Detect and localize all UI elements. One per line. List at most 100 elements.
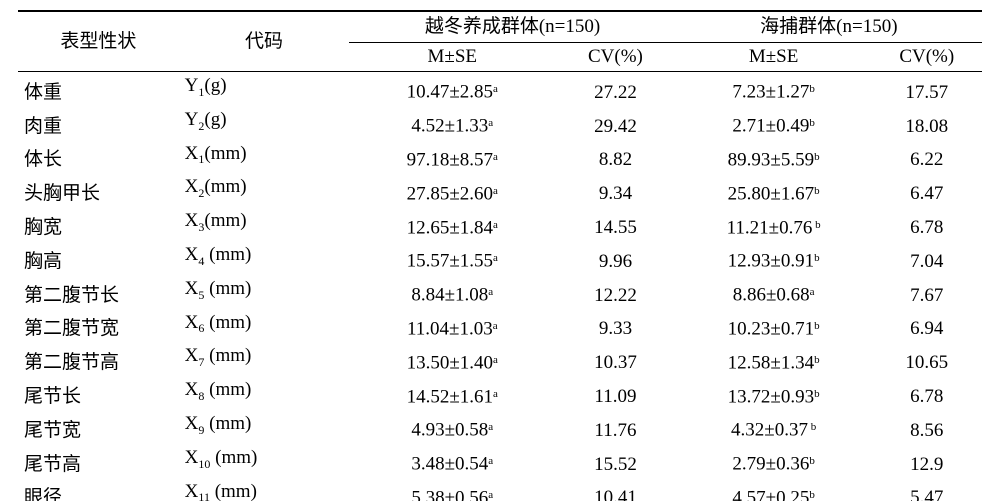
cell-g2-cv: 5.47 <box>872 478 982 501</box>
table-body: 体重Y1(g)10.47±2.85a27.227.23±1.27b17.57肉重… <box>18 72 982 501</box>
cell-code: X9 (mm) <box>179 410 350 444</box>
cell-g2-mse: 4.32±0.37 b <box>676 410 872 444</box>
cell-g1-mse: 4.52±1.33a <box>349 106 555 140</box>
table-row: 第二腹节长X5 (mm)8.84±1.08a12.228.86±0.68a7.6… <box>18 275 982 309</box>
cell-trait: 胸宽 <box>18 207 179 241</box>
cell-g2-cv: 12.9 <box>872 444 982 478</box>
cell-g1-mse: 13.50±1.40a <box>349 342 555 376</box>
cell-g1-cv: 8.82 <box>555 140 676 174</box>
cell-g1-mse: 10.47±2.85a <box>349 72 555 106</box>
cell-code: X2(mm) <box>179 173 350 207</box>
cell-trait: 尾节长 <box>18 376 179 410</box>
cell-g1-mse: 14.52±1.61a <box>349 376 555 410</box>
cell-g1-mse: 11.04±1.03a <box>349 309 555 343</box>
cell-trait: 体重 <box>18 72 179 106</box>
table-row: 尾节长X8 (mm)14.52±1.61a11.0913.72±0.93b6.7… <box>18 376 982 410</box>
cell-code: Y2(g) <box>179 106 350 140</box>
traits-table: 表型性状 代码 越冬养成群体(n=150) 海捕群体(n=150) M±SE C… <box>18 10 982 501</box>
cell-g1-mse: 97.18±8.57a <box>349 140 555 174</box>
cell-g2-mse: 2.71±0.49b <box>676 106 872 140</box>
cell-g1-cv: 10.41 <box>555 478 676 501</box>
col-header-g1-cv: CV(%) <box>555 43 676 72</box>
cell-g2-mse: 13.72±0.93b <box>676 376 872 410</box>
cell-g2-mse: 25.80±1.67b <box>676 173 872 207</box>
cell-g1-cv: 11.09 <box>555 376 676 410</box>
cell-g1-mse: 27.85±2.60a <box>349 173 555 207</box>
cell-g2-mse: 4.57±0.25b <box>676 478 872 501</box>
cell-g2-cv: 7.04 <box>872 241 982 275</box>
cell-g2-cv: 10.65 <box>872 342 982 376</box>
table-row: 胸高X4 (mm)15.57±1.55a9.9612.93±0.91b7.04 <box>18 241 982 275</box>
cell-trait: 尾节宽 <box>18 410 179 444</box>
cell-trait: 第二腹节宽 <box>18 309 179 343</box>
table-row: 尾节高X10 (mm)3.48±0.54a15.522.79±0.36b12.9 <box>18 444 982 478</box>
col-header-code: 代码 <box>179 11 350 72</box>
cell-code: X7 (mm) <box>179 342 350 376</box>
cell-g2-cv: 17.57 <box>872 72 982 106</box>
col-header-g2-cv: CV(%) <box>872 43 982 72</box>
cell-code: X8 (mm) <box>179 376 350 410</box>
cell-g2-mse: 7.23±1.27b <box>676 72 872 106</box>
cell-code: X4 (mm) <box>179 241 350 275</box>
cell-g1-cv: 29.42 <box>555 106 676 140</box>
cell-code: X11 (mm) <box>179 478 350 501</box>
cell-g1-mse: 8.84±1.08a <box>349 275 555 309</box>
cell-g2-mse: 12.58±1.34b <box>676 342 872 376</box>
cell-g2-mse: 8.86±0.68a <box>676 275 872 309</box>
cell-trait: 尾节高 <box>18 444 179 478</box>
cell-g2-mse: 11.21±0.76 b <box>676 207 872 241</box>
table-row: 体长X1(mm)97.18±8.57a8.8289.93±5.59b6.22 <box>18 140 982 174</box>
col-header-trait: 表型性状 <box>18 11 179 72</box>
cell-g1-cv: 9.96 <box>555 241 676 275</box>
cell-code: X1(mm) <box>179 140 350 174</box>
cell-g2-cv: 6.47 <box>872 173 982 207</box>
cell-trait: 肉重 <box>18 106 179 140</box>
cell-g2-mse: 12.93±0.91b <box>676 241 872 275</box>
cell-g1-cv: 12.22 <box>555 275 676 309</box>
cell-g1-cv: 10.37 <box>555 342 676 376</box>
table-row: 第二腹节宽X6 (mm)11.04±1.03a9.3310.23±0.71b6.… <box>18 309 982 343</box>
cell-g1-cv: 9.34 <box>555 173 676 207</box>
table-row: 第二腹节高X7 (mm)13.50±1.40a10.3712.58±1.34b1… <box>18 342 982 376</box>
cell-g2-cv: 6.94 <box>872 309 982 343</box>
table-row: 尾节宽X9 (mm)4.93±0.58a11.764.32±0.37 b8.56 <box>18 410 982 444</box>
cell-g2-cv: 6.78 <box>872 376 982 410</box>
cell-g2-mse: 2.79±0.36b <box>676 444 872 478</box>
table-row: 眼径X11 (mm)5.38±0.56a10.414.57±0.25b5.47 <box>18 478 982 501</box>
cell-g1-cv: 11.76 <box>555 410 676 444</box>
cell-code: Y1(g) <box>179 72 350 106</box>
cell-g1-mse: 5.38±0.56a <box>349 478 555 501</box>
cell-g1-mse: 3.48±0.54a <box>349 444 555 478</box>
cell-g2-cv: 6.78 <box>872 207 982 241</box>
cell-code: X10 (mm) <box>179 444 350 478</box>
cell-g1-cv: 14.55 <box>555 207 676 241</box>
table-row: 胸宽X3(mm)12.65±1.84a14.5511.21±0.76 b6.78 <box>18 207 982 241</box>
cell-code: X3(mm) <box>179 207 350 241</box>
cell-trait: 第二腹节高 <box>18 342 179 376</box>
table-row: 头胸甲长X2(mm)27.85±2.60a9.3425.80±1.67b6.47 <box>18 173 982 207</box>
cell-trait: 体长 <box>18 140 179 174</box>
cell-g1-mse: 12.65±1.84a <box>349 207 555 241</box>
col-header-group2: 海捕群体(n=150) <box>676 11 982 43</box>
cell-trait: 头胸甲长 <box>18 173 179 207</box>
col-header-g2-mse: M±SE <box>676 43 872 72</box>
table-row: 肉重Y2(g)4.52±1.33a29.422.71±0.49b18.08 <box>18 106 982 140</box>
cell-g1-mse: 15.57±1.55a <box>349 241 555 275</box>
cell-g2-mse: 89.93±5.59b <box>676 140 872 174</box>
cell-g1-cv: 27.22 <box>555 72 676 106</box>
table-row: 体重Y1(g)10.47±2.85a27.227.23±1.27b17.57 <box>18 72 982 106</box>
cell-trait: 眼径 <box>18 478 179 501</box>
cell-g1-cv: 9.33 <box>555 309 676 343</box>
cell-code: X6 (mm) <box>179 309 350 343</box>
cell-g1-mse: 4.93±0.58a <box>349 410 555 444</box>
col-header-g1-mse: M±SE <box>349 43 555 72</box>
cell-g2-cv: 8.56 <box>872 410 982 444</box>
col-header-group1: 越冬养成群体(n=150) <box>349 11 675 43</box>
cell-trait: 胸高 <box>18 241 179 275</box>
cell-g2-cv: 18.08 <box>872 106 982 140</box>
cell-g2-mse: 10.23±0.71b <box>676 309 872 343</box>
cell-trait: 第二腹节长 <box>18 275 179 309</box>
cell-g2-cv: 7.67 <box>872 275 982 309</box>
cell-code: X5 (mm) <box>179 275 350 309</box>
cell-g2-cv: 6.22 <box>872 140 982 174</box>
